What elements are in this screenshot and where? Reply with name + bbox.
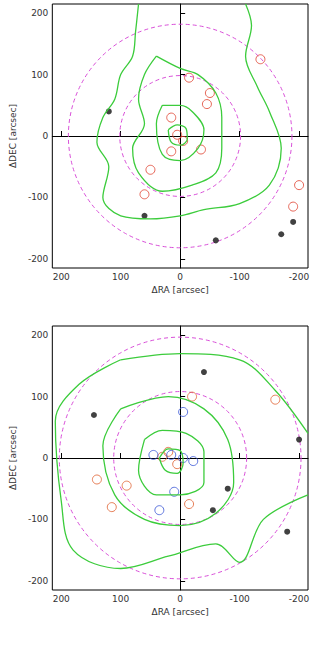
- svg-text:200: 200: [53, 272, 70, 282]
- svg-text:ΔRA [arcsec]: ΔRA [arcsec]: [152, 285, 209, 295]
- svg-text:100: 100: [112, 272, 129, 282]
- svg-text:-100: -100: [229, 272, 250, 282]
- svg-text:0: 0: [177, 272, 183, 282]
- svg-text:-100: -100: [28, 514, 49, 524]
- svg-text:100: 100: [31, 392, 48, 402]
- svg-text:-100: -100: [28, 192, 49, 202]
- svg-text:-200: -200: [28, 254, 49, 264]
- svg-text:ΔDEC [arcsec]: ΔDEC [arcsec]: [8, 104, 18, 168]
- svg-text:-200: -200: [289, 594, 310, 604]
- svg-text:-200: -200: [28, 576, 49, 586]
- svg-text:0: 0: [43, 453, 49, 463]
- svg-text:-200: -200: [289, 272, 310, 282]
- svg-text:ΔDEC [arcsec]: ΔDEC [arcsec]: [8, 426, 18, 490]
- svg-text:200: 200: [53, 594, 70, 604]
- svg-text:200: 200: [31, 330, 48, 340]
- svg-text:200: 200: [31, 8, 48, 18]
- svg-text:0: 0: [43, 131, 49, 141]
- svg-text:100: 100: [112, 594, 129, 604]
- svg-text:ΔRA [arcsec]: ΔRA [arcsec]: [152, 607, 209, 617]
- svg-text:100: 100: [31, 70, 48, 80]
- svg-text:0: 0: [177, 594, 183, 604]
- svg-text:-100: -100: [229, 594, 250, 604]
